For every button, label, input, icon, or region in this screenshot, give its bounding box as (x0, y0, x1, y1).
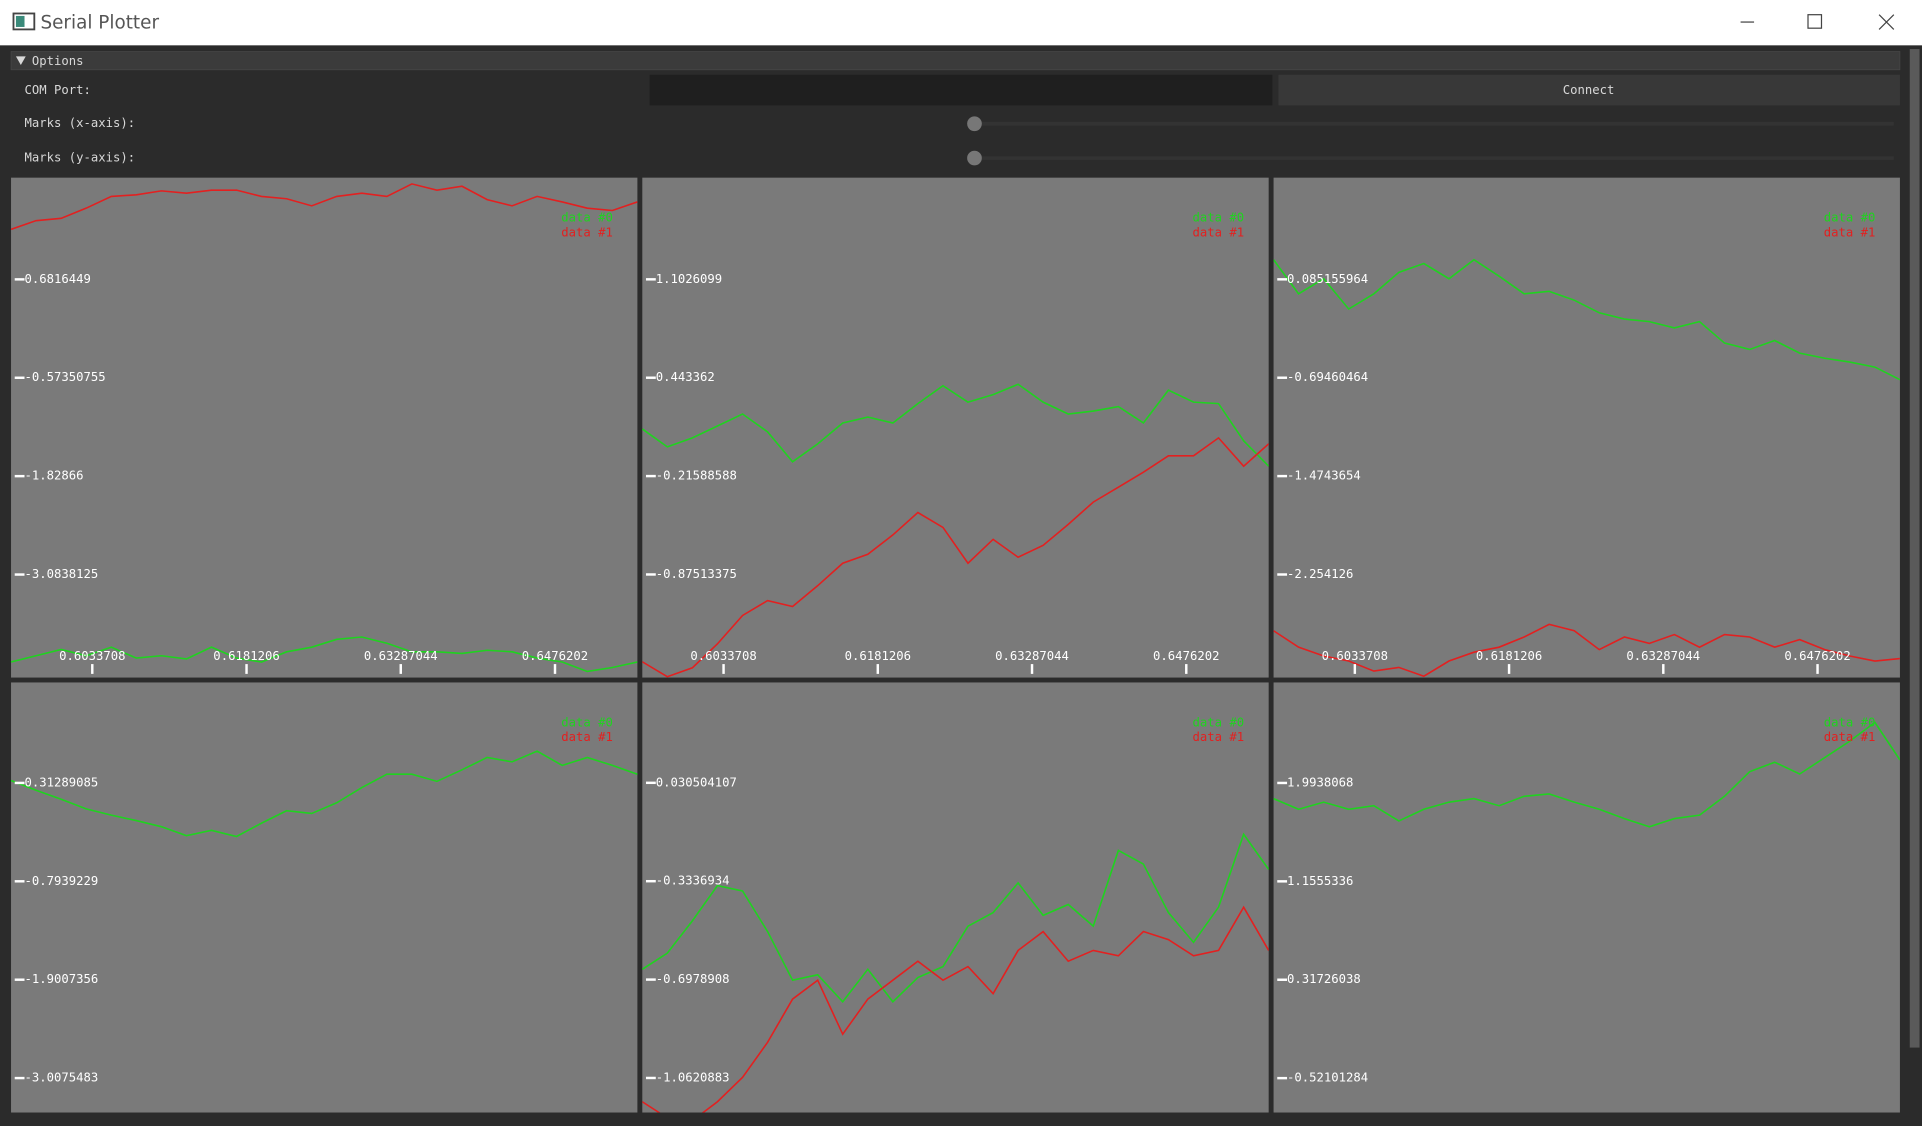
y-tick-label: 0.443362 (656, 370, 715, 384)
plot-background (1273, 682, 1900, 1113)
legend-entry: data #0 (561, 715, 613, 729)
plot-background (642, 177, 1269, 678)
y-tick-label: -0.3336934 (656, 874, 730, 888)
y-tick-label: 0.085155964 (1287, 272, 1368, 286)
connect-button[interactable] (1278, 74, 1900, 106)
x-tick-label: 0.63287044 (364, 649, 438, 663)
y-tick-label: -1.0620883 (656, 1070, 730, 1084)
connect-button-label: Connect (1563, 83, 1615, 97)
y-tick-label: -0.21588588 (656, 469, 737, 483)
plot-background (11, 177, 638, 678)
y-tick-label: -0.6978908 (656, 972, 730, 986)
x-tick-label: 0.6476202 (1784, 649, 1850, 663)
title-bar (0, 0, 1922, 46)
scrollbar[interactable] (1909, 49, 1920, 1048)
plot: 0.030504107 -0.3336934 -0.6978908 -1.062088… (642, 682, 1269, 1113)
x-tick-label: 0.63287044 (1626, 649, 1700, 663)
y-tick-label: -3.0075483 (25, 1071, 99, 1085)
legend-entry: data #1 (1824, 730, 1876, 744)
series-line (642, 436, 1269, 678)
legend-entry: data #0 (1824, 211, 1876, 225)
y-tick-label: -0.57350755 (25, 370, 106, 384)
options-header[interactable] (10, 51, 1901, 71)
series-line (642, 905, 1269, 1113)
y-tick-label: -2.254126 (1287, 567, 1353, 581)
series-line (11, 183, 638, 231)
marks-x-slider-knob[interactable] (967, 116, 982, 132)
plot: 0.6816449 -0.57350755 -1.82866 -3.0838125 0.… (11, 177, 638, 678)
y-tick-label: -0.52101284 (1287, 1071, 1368, 1085)
plot: 0.31289085 -0.7939229 -1.9007356 -3.0075483… (11, 682, 638, 1113)
plot-background (642, 682, 1269, 1113)
legend-entry: data #0 (561, 211, 613, 225)
series-line (1273, 721, 1900, 828)
series-line (642, 383, 1269, 467)
marks-x-label: Marks (x-axis): (25, 116, 136, 130)
maximize-button[interactable] (1807, 14, 1823, 29)
series-line (11, 750, 638, 838)
marks-y-label: Marks (y-axis): (25, 151, 136, 165)
com-port-input[interactable] (649, 74, 1273, 106)
y-tick-label: 0.030504107 (656, 775, 737, 789)
plot: 1.9938068 1.1555336 0.31726038 -0.52101284 d… (1273, 682, 1900, 1113)
x-tick-label: 0.6181206 (213, 649, 279, 663)
y-tick-label: 1.1026099 (656, 272, 722, 286)
plot-background (11, 682, 638, 1113)
y-tick-label: -0.87513375 (656, 567, 737, 581)
legend-entry: data #1 (561, 225, 613, 239)
y-tick-label: -1.9007356 (25, 972, 99, 986)
legend-entry: data #1 (1193, 730, 1245, 744)
window-title: Serial Plotter (40, 12, 159, 33)
series-line (11, 636, 638, 673)
options-header-label: Options (32, 54, 84, 68)
app-icon (12, 12, 36, 31)
x-tick-label: 0.6181206 (1476, 649, 1542, 663)
x-tick-label: 0.63287044 (995, 649, 1069, 663)
x-tick-label: 0.6181206 (845, 649, 911, 663)
legend-entry: data #1 (561, 730, 613, 744)
y-tick-label: -1.4743654 (1287, 469, 1361, 483)
x-tick-label: 0.6476202 (522, 649, 588, 663)
legend-entry: data #1 (1193, 225, 1245, 239)
y-tick-label: 1.1555336 (1287, 874, 1353, 888)
plot: 1.1026099 0.443362 -0.21588588 -0.87513375 0… (642, 177, 1269, 678)
x-tick-label: 0.6476202 (1153, 649, 1219, 663)
y-tick-label: 0.31726038 (1287, 972, 1361, 986)
y-tick-label: 0.6816449 (25, 272, 91, 286)
y-tick-label: 0.31289085 (25, 775, 99, 789)
y-tick-label: -0.69460464 (1287, 370, 1368, 384)
plot-background (1273, 177, 1900, 678)
x-tick-label: 0.6033708 (59, 649, 125, 663)
y-tick-label: -3.0838125 (25, 567, 99, 581)
x-tick-label: 0.6033708 (690, 649, 756, 663)
plot: 0.085155964 -0.69460464 -1.4743654 -2.25412… (1273, 177, 1900, 678)
close-button[interactable] (1878, 14, 1895, 30)
legend-entry: data #0 (1824, 715, 1876, 729)
series-line (1273, 623, 1900, 678)
collapse-arrow[interactable] (15, 56, 26, 65)
y-tick-label: -1.82866 (25, 469, 84, 483)
com-port-label: COM Port: (25, 83, 91, 97)
series-line (642, 832, 1269, 1003)
y-tick-label: -0.7939229 (25, 874, 99, 888)
y-tick-label: 1.9938068 (1287, 775, 1353, 789)
legend-entry: data #0 (1193, 211, 1245, 225)
series-line (1273, 258, 1900, 381)
legend-entry: data #0 (1193, 715, 1245, 729)
legend-entry: data #1 (1824, 225, 1876, 239)
marks-y-slider-knob[interactable] (967, 150, 982, 166)
x-tick-label: 0.6033708 (1322, 649, 1388, 663)
